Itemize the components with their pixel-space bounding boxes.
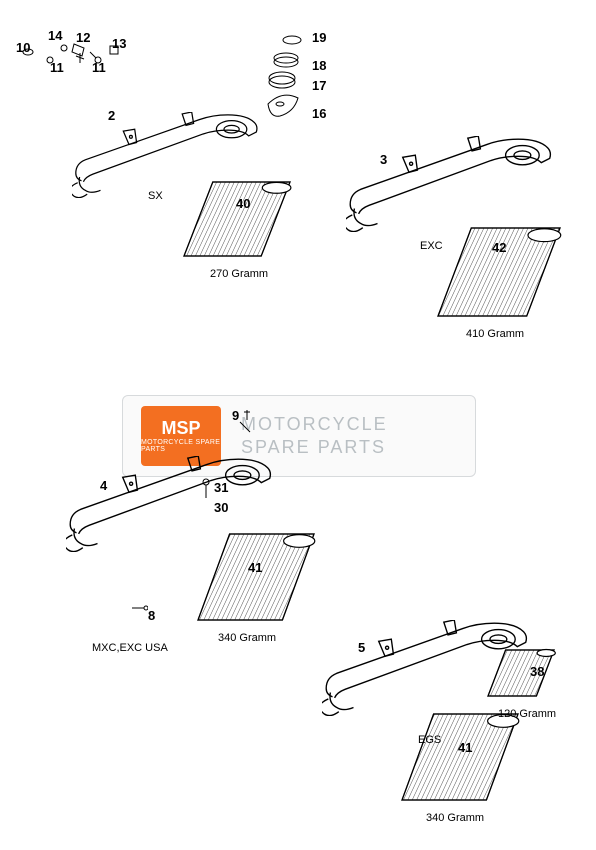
- label: EXC: [420, 240, 443, 252]
- watermark-text: MOTORCYCLE SPARE PARTS: [241, 413, 388, 460]
- callout-38: 38: [530, 664, 544, 679]
- muffler-exc: [346, 136, 556, 232]
- label: 270 Gramm: [210, 268, 268, 280]
- watermark-badge-sub: MOTORCYCLE SPARE PARTS: [141, 439, 221, 453]
- endcap-stack: [256, 32, 316, 135]
- callout-2: 2: [108, 108, 115, 123]
- callout-40: 40: [236, 196, 250, 211]
- label: 340 Gramm: [218, 632, 276, 644]
- callout-5: 5: [358, 640, 365, 655]
- callout-17: 17: [312, 78, 326, 93]
- callout-3: 3: [380, 152, 387, 167]
- callout-8: 8: [148, 608, 155, 623]
- watermark-line1: MOTORCYCLE: [241, 413, 388, 436]
- diagram-canvas: { "colors":{ "stroke":"#000000", "bg":"#…: [0, 0, 596, 850]
- callout-11: 11: [50, 60, 64, 75]
- callout-19: 19: [312, 30, 326, 45]
- leader-9: [236, 418, 256, 443]
- callout-4: 4: [100, 478, 107, 493]
- callout-41: 41: [248, 560, 262, 575]
- wool-w41b: [400, 712, 520, 802]
- label: 340 Gramm: [426, 812, 484, 824]
- callout-30: 30: [214, 500, 228, 515]
- label: EGS: [418, 734, 441, 746]
- callout-41b: 41: [458, 740, 472, 755]
- wool-w41a: [196, 532, 316, 622]
- callout-11b: 11: [92, 60, 106, 75]
- wool-w38: [486, 648, 556, 698]
- label: SX: [148, 190, 163, 202]
- callout-14: 14: [48, 28, 62, 43]
- screw-8: [132, 602, 148, 617]
- callout-16: 16: [312, 106, 326, 121]
- callout-18: 18: [312, 58, 326, 73]
- callout-31: 31: [214, 480, 228, 495]
- callout-42: 42: [492, 240, 506, 255]
- callout-12: 12: [76, 30, 90, 45]
- label: MXC,EXC USA: [92, 642, 168, 654]
- wool-w40: [182, 180, 292, 258]
- label: 410 Gramm: [466, 328, 524, 340]
- label: 120 Gramm: [498, 708, 556, 720]
- callout-10: 10: [16, 40, 30, 55]
- watermark-badge-main: MSP: [161, 419, 200, 437]
- callout-13: 13: [112, 36, 126, 51]
